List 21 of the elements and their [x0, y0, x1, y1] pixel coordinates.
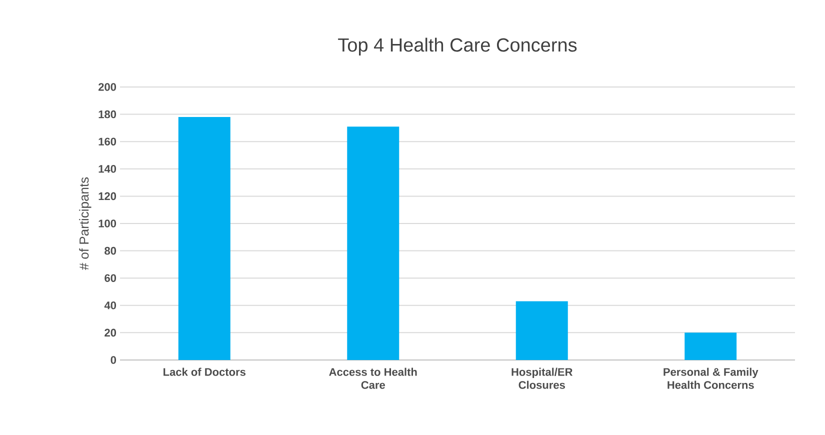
x-tick-label: Personal & Family Health Concerns [664, 368, 758, 389]
y-tick-label: 120 [98, 192, 116, 200]
y-tick-label: 140 [98, 165, 116, 173]
bar [516, 301, 568, 360]
y-tick-label: 40 [104, 302, 116, 310]
x-tick-label: Access to Health Care [329, 368, 417, 389]
y-axis-title: # of Participants [79, 177, 92, 270]
y-tick-label: 60 [104, 274, 116, 282]
bar [347, 126, 400, 360]
y-tick-label: 0 [110, 356, 116, 364]
chart-title: Top 4 Health Care Concerns [338, 38, 577, 56]
y-tick-label: 100 [98, 220, 116, 228]
y-tick-label: 20 [104, 328, 116, 337]
y-tick-label: 200 [98, 83, 116, 91]
bar [684, 332, 737, 360]
y-tick-label: 80 [104, 246, 116, 255]
x-tick-label: Lack of Doctors [164, 368, 246, 376]
y-tick-label: 180 [98, 110, 116, 118]
bar [178, 117, 230, 360]
y-tick-label: 160 [98, 138, 116, 146]
x-tick-label: Hospital/ER Closures [512, 368, 573, 389]
